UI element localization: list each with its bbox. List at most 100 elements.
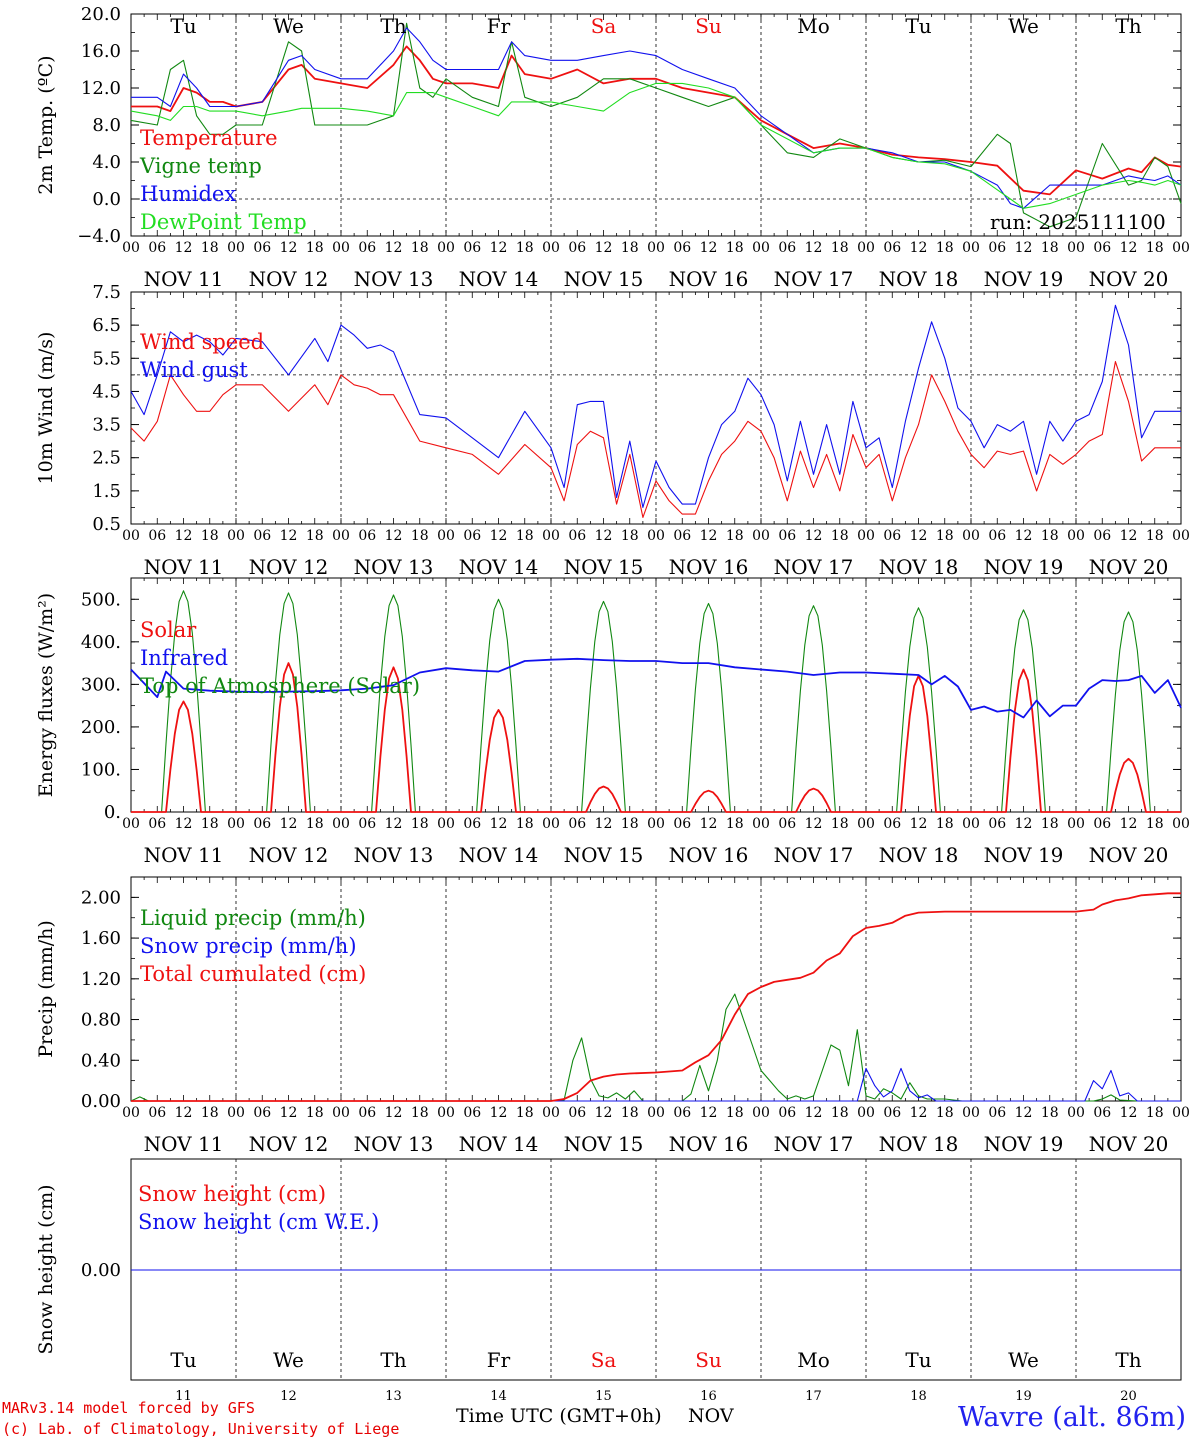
hour-label: 00 [227,528,245,544]
weekday-label: Th [380,1348,406,1372]
hour-label: 06 [673,528,691,544]
hour-label: 00 [857,816,875,832]
hour-label: 06 [988,240,1006,256]
hour-label: 06 [778,816,796,832]
date-label: NOV 18 [879,267,959,291]
hour-label: 06 [463,1105,481,1121]
date-label: NOV 12 [249,555,329,579]
hour-label: 12 [385,1105,403,1121]
date-label: NOV 19 [984,843,1064,867]
legend-entry: Snow height (cm W.E.) [138,1210,379,1234]
y-tick-label: 2.5 [92,448,121,469]
date-label: NOV 12 [249,843,329,867]
hour-label: 12 [700,816,718,832]
hour-label: 18 [831,816,849,832]
hour-label: 00 [962,1105,980,1121]
hour-label: 18 [1041,528,1059,544]
weekday-label: Su [695,14,722,38]
y-tick-label: 20.0 [81,4,121,25]
hour-label: 00 [962,816,980,832]
hour-label: 00 [122,816,140,832]
hour-label: 12 [1120,1105,1138,1121]
day-number: 16 [700,1389,717,1404]
hour-label: 06 [463,240,481,256]
panel-temp: −4.0 0.0 4.0 8.0 12.0 16.0 20.0 2m Temp. (ºC) 00… [35,4,1190,291]
weekday-label: Fr [487,1348,511,1372]
y-tick-label: −4.0 [77,226,121,247]
hour-label: 12 [1120,240,1138,256]
y-axis-title: 10m Wind (m/s) [35,332,57,485]
legend-entry: Snow precip (mm/h) [140,934,357,958]
legend-entry: Infrared [140,646,228,670]
hour-label: 06 [883,240,901,256]
legend-entry: Wind speed [140,330,264,354]
date-label: NOV 11 [144,267,224,291]
hour-label: 00 [542,1105,560,1121]
date-label: NOV 18 [879,555,959,579]
date-label: NOV 16 [669,555,749,579]
hour-label: 18 [1041,1105,1059,1121]
y-axis-title: 2m Temp. (ºC) [35,55,57,194]
date-label: NOV 11 [144,843,224,867]
hour-label: 18 [726,816,744,832]
series-line [131,662,1181,813]
hour-label: 18 [936,240,954,256]
day-number: 18 [910,1389,927,1404]
series-line [130,657,1182,719]
hour-label: 00 [647,816,665,832]
hour-label: 12 [700,240,718,256]
hour-label: 06 [883,1105,901,1121]
hour-label: 12 [280,528,298,544]
hour-label: 00 [332,816,350,832]
hour-label: 18 [621,1105,639,1121]
y-axis-title: Snow height (cm) [35,1184,57,1354]
date-label: NOV 18 [879,1132,959,1156]
weekday-label: Mo [797,14,830,38]
hour-label: 00 [1172,1105,1190,1121]
hour-label: 12 [175,1105,193,1121]
hour-label: 06 [463,816,481,832]
legend-entry: Temperature [140,126,278,150]
date-label: NOV 13 [354,1132,434,1156]
hour-label: 00 [1172,240,1190,256]
hour-label: 06 [988,816,1006,832]
y-tick-label: 2.00 [81,887,121,908]
weekday-label: Tu [905,1348,931,1372]
weekday-label: We [273,1348,304,1372]
hour-label: 00 [857,1105,875,1121]
hour-label: 12 [1120,528,1138,544]
y-tick-label: 5.5 [92,348,121,369]
run-label: run: 2025111100 [990,210,1166,234]
hour-label: 12 [700,528,718,544]
hour-label: 18 [1146,528,1164,544]
weekday-label: We [1008,14,1039,38]
day-number: 11 [175,1389,192,1404]
date-label: NOV 17 [774,1132,854,1156]
hour-label: 00 [752,240,770,256]
hour-label: 00 [332,528,350,544]
date-label: NOV 13 [354,267,434,291]
hour-label: 18 [201,528,219,544]
y-tick-label: 100. [81,759,121,780]
hour-label: 06 [253,1105,271,1121]
hour-label: 06 [568,816,586,832]
legend-entry: Total cumulated (cm) [140,962,366,986]
hour-label: 06 [1093,528,1111,544]
y-tick-label: 7.5 [92,282,121,303]
hour-label: 06 [1093,240,1111,256]
y-tick-label: 16.0 [81,41,121,62]
hour-label: 00 [122,240,140,256]
hour-label: 00 [647,1105,665,1121]
hour-label: 06 [358,528,376,544]
hour-label: 12 [910,240,928,256]
weekday-label: Tu [170,14,196,38]
hour-label: 18 [936,1105,954,1121]
hour-label: 06 [253,528,271,544]
y-tick-label: 400. [81,632,121,653]
hour-label: 12 [280,816,298,832]
hour-label: 18 [1146,1105,1164,1121]
hour-label: 00 [1067,240,1085,256]
weekday-label: Mo [797,1348,830,1372]
y-tick-label: 3.5 [92,415,121,436]
